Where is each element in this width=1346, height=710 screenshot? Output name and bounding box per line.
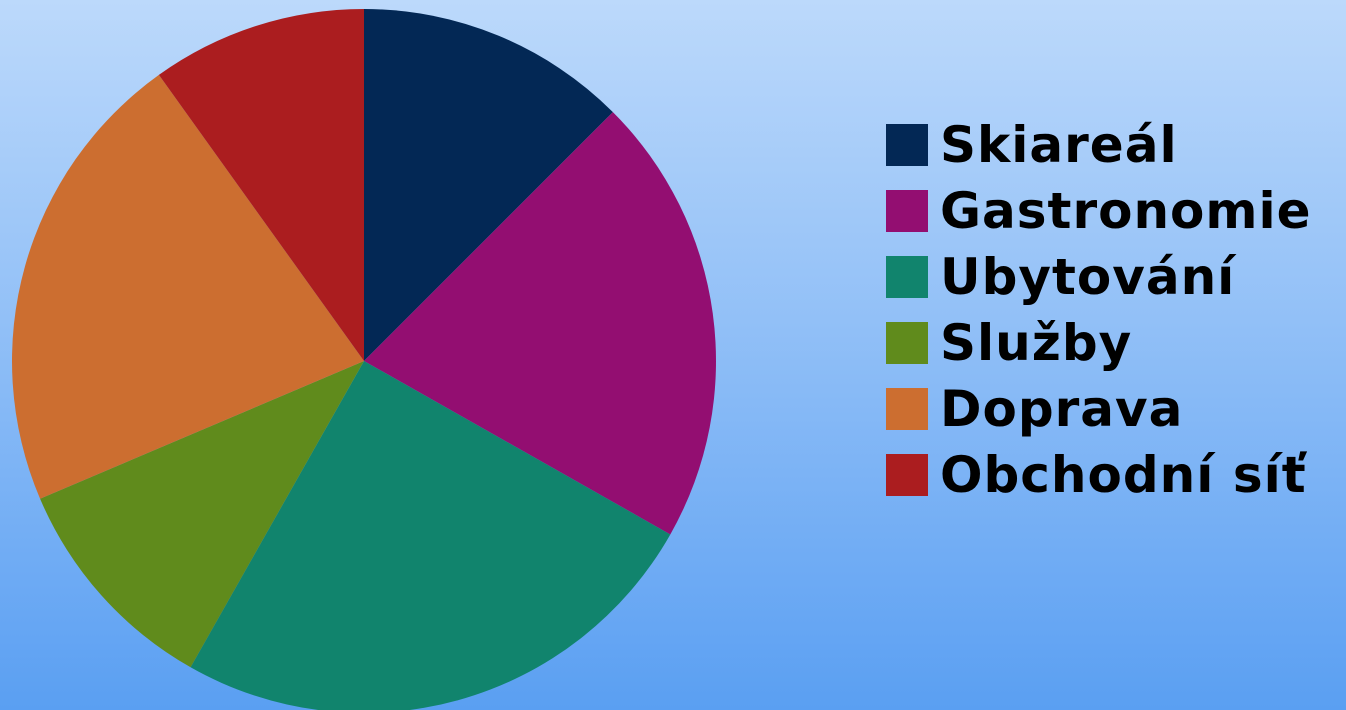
legend-swatch bbox=[886, 454, 928, 496]
legend-swatch bbox=[886, 322, 928, 364]
legend-swatch bbox=[886, 388, 928, 430]
legend-label: Služby bbox=[940, 314, 1133, 372]
legend-item-gastronomie: Gastronomie bbox=[886, 178, 1312, 244]
pie-slice-obchodni-sit bbox=[158, 9, 364, 361]
legend-item-obchodni-sit: Obchodní síť bbox=[886, 442, 1312, 508]
legend-item-skiareal: Skiareál bbox=[886, 112, 1312, 178]
pie-slice-skiareal bbox=[364, 9, 613, 361]
legend-label: Skiareál bbox=[940, 116, 1178, 174]
pie-slice-doprava bbox=[12, 74, 365, 499]
legend-label: Doprava bbox=[940, 380, 1184, 438]
pie-slice-gastronomie bbox=[364, 112, 716, 535]
legend-label: Obchodní síť bbox=[940, 446, 1307, 504]
pie-chart bbox=[12, 9, 716, 710]
pie-slice-sluzby bbox=[40, 361, 364, 668]
legend-item-ubytovani: Ubytování bbox=[886, 244, 1312, 310]
legend-label: Ubytování bbox=[940, 248, 1236, 306]
legend-swatch bbox=[886, 124, 928, 166]
legend-label: Gastronomie bbox=[940, 182, 1312, 240]
chart-legend: Skiareál Gastronomie Ubytování Služby Doprav… bbox=[886, 112, 1312, 508]
legend-swatch bbox=[886, 256, 928, 298]
pie-slice-ubytovani bbox=[190, 361, 671, 710]
legend-item-doprava: Doprava bbox=[886, 376, 1312, 442]
legend-swatch bbox=[886, 190, 928, 232]
legend-item-sluzby: Služby bbox=[886, 310, 1312, 376]
